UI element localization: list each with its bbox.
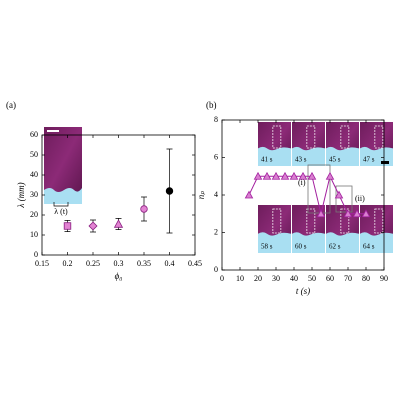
- inset-box: [374, 125, 384, 149]
- inset-box: [306, 208, 316, 234]
- inset-time: 58 s: [261, 243, 273, 251]
- y-tick-label: 4: [214, 190, 218, 199]
- x-tick-label: 90: [380, 274, 388, 283]
- marker: [262, 171, 272, 180]
- marker: [289, 171, 299, 180]
- inset-box: [272, 208, 282, 234]
- x-tick-label: 0.3: [114, 259, 124, 268]
- inset-front: [326, 232, 359, 253]
- marker: [165, 187, 174, 195]
- y-tick-label: 0: [214, 265, 218, 274]
- y-tick-label: 30: [30, 190, 38, 199]
- x-tick-label: 0.4: [165, 259, 175, 268]
- inset-time: 45 s: [329, 156, 341, 164]
- y-axis-title: nₚ: [196, 191, 206, 200]
- marker: [244, 190, 254, 199]
- y-tick-label: 40: [30, 170, 38, 179]
- marker: [307, 171, 317, 180]
- inset-box: [374, 208, 384, 234]
- y-tick-label: 0: [34, 250, 38, 259]
- x-tick-label: 40: [290, 274, 298, 283]
- x-axis-title: t (s): [296, 286, 310, 296]
- inset-image: [44, 127, 82, 199]
- inset-box: [340, 125, 350, 149]
- scale-bar: [47, 130, 59, 132]
- x-tick-label: 0.25: [86, 259, 100, 268]
- x-tick-label: 50: [308, 274, 316, 283]
- x-tick-label: 70: [344, 274, 352, 283]
- bracket: [53, 202, 69, 207]
- x-tick-label: 10: [236, 274, 244, 283]
- marker: [316, 209, 326, 218]
- panel-label: (b): [206, 100, 217, 110]
- inset-box: [340, 208, 350, 234]
- panel-label: (a): [6, 100, 16, 110]
- marker: [325, 171, 335, 180]
- annotation: (i): [298, 178, 306, 187]
- marker: [88, 221, 98, 231]
- y-tick-label: 10: [30, 230, 38, 239]
- y-tick-label: 20: [30, 210, 38, 219]
- marker: [343, 209, 353, 218]
- inset-time: 47 s: [363, 156, 375, 164]
- x-tick-label: 0.2: [63, 259, 73, 268]
- y-tick-label: 50: [30, 150, 38, 159]
- scale-bar: [381, 161, 389, 164]
- marker: [298, 171, 308, 180]
- x-tick-label: 0.45: [188, 259, 202, 268]
- inset-time: 41 s: [261, 156, 273, 164]
- x-tick-label: 0.35: [137, 259, 151, 268]
- inset-box: [272, 125, 282, 149]
- x-tick-label: 0: [220, 274, 224, 283]
- inset-time: 62 s: [329, 243, 341, 251]
- marker: [253, 171, 263, 180]
- x-tick-label: 0.15: [35, 259, 49, 268]
- x-tick-label: 80: [362, 274, 370, 283]
- inset-front: [258, 232, 291, 253]
- x-tick-label: 60: [326, 274, 334, 283]
- highlight-box: [335, 185, 353, 213]
- marker: [352, 209, 362, 218]
- x-tick-label: 30: [272, 274, 280, 283]
- y-tick-label: 60: [30, 130, 38, 139]
- inset-box: [306, 125, 316, 149]
- y-tick-label: 8: [214, 115, 218, 124]
- marker: [334, 190, 344, 199]
- x-tick-label: 20: [254, 274, 262, 283]
- x-axis-title: ϕ₀: [115, 271, 123, 281]
- y-axis-title: λ (mm): [16, 182, 26, 208]
- annotation: (ii): [355, 194, 365, 203]
- inset-front: [292, 146, 325, 166]
- inset-label: λ (t): [54, 207, 68, 216]
- inset-front: [360, 232, 393, 253]
- inset-front: [258, 146, 291, 166]
- marker: [361, 209, 371, 218]
- inset-time: 60 s: [295, 243, 307, 251]
- inset-time: 43 s: [295, 156, 307, 164]
- y-tick-label: 2: [214, 227, 218, 236]
- marker: [280, 171, 290, 180]
- inset-front: [292, 232, 325, 253]
- marker: [271, 171, 281, 180]
- inset-time: 64 s: [363, 243, 375, 251]
- inset-front: [44, 188, 82, 204]
- inset-front: [326, 146, 359, 166]
- marker: [63, 222, 72, 230]
- y-tick-label: 6: [214, 152, 218, 161]
- marker: [113, 219, 124, 228]
- marker: [140, 205, 148, 213]
